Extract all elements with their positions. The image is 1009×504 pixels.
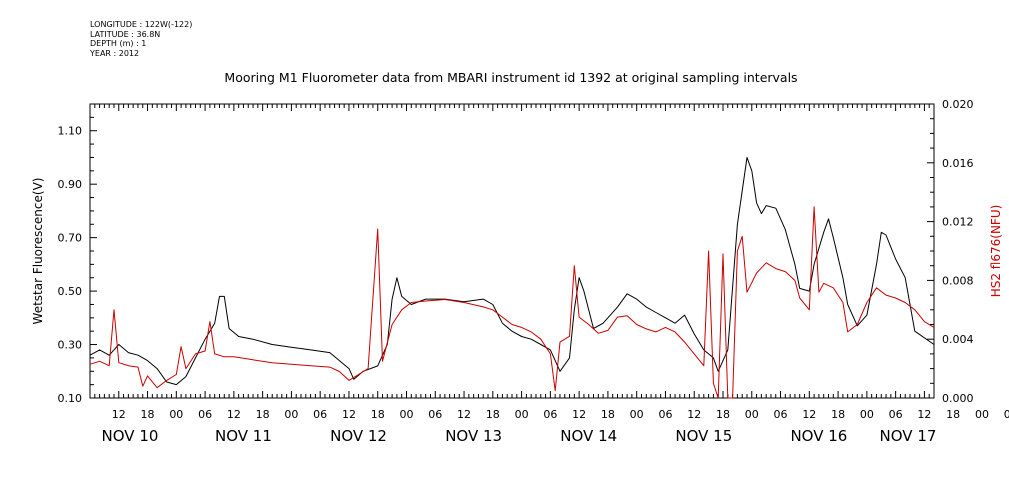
metadata-block: LONGITUDE : 122W(-122) LATITUDE : 36.8N … [90,20,192,58]
x-hour-tick-label: 00 [515,408,529,421]
x-hour-tick-label: 00 [745,408,759,421]
x-hour-tick-label: 18 [716,408,730,421]
y-left-tick-label: 0.50 [58,285,83,298]
x-hour-tick-label: 12 [802,408,816,421]
x-hour-tick-label: 06 [889,408,903,421]
y-left-tick-label: 1.10 [58,125,83,138]
series-layer [89,157,935,399]
x-hour-tick-label: 00 [400,408,414,421]
y-axis-label-right: HS2 fl676(NFU) [989,205,1003,298]
x-hour-tick-label: 18 [831,408,845,421]
y-left-tick-label: 0.90 [58,178,83,191]
y-left-tick-label: 0.30 [58,339,83,352]
x-hour-tick-label: 06 [658,408,672,421]
x-hour-tick-label: 18 [141,408,155,421]
x-hour-tick-label: 12 [457,408,471,421]
y-axis-label-left: Wetstar Fluorescence(V) [31,178,45,325]
x-hour-tick-label: 12 [687,408,701,421]
x-hour-tick-label: 12 [342,408,356,421]
x-hour-tick-label: 00 [630,408,644,421]
x-hour-tick-label: 18 [946,408,960,421]
chart-title: Mooring M1 Fluorometer data from MBARI i… [224,70,797,85]
latitude-label: LATITUDE : 36.8N [90,29,161,39]
x-hour-tick-label: 12 [227,408,241,421]
depth-label: DEPTH (m) : 1 [90,39,147,48]
x-hour-tick-label: 06 [198,408,212,421]
x-hour-tick-label: 18 [371,408,385,421]
x-hour-tick-label: 06 [774,408,788,421]
y-right-tick-label: 0.004 [942,333,974,346]
x-day-label: NOV 12 [330,427,387,445]
x-hour-tick-label: 12 [917,408,931,421]
x-day-label: NOV 10 [102,427,159,445]
x-day-label: NOV 16 [790,427,847,445]
axis-ticks: 12 18 00 06 12 18 00 06 12 18 00 06 12 18 00 06 12 18 00 06… [58,98,1009,445]
y-right-tick-label: 0.000 [942,392,974,405]
y-right-tick-label: 0.008 [942,274,974,287]
series-line-hs2 [89,206,935,399]
longitude-label: LONGITUDE : 122W(-122) [90,20,193,29]
plot-frame [89,103,935,399]
y-left-tick-label: 0.10 [58,392,83,405]
x-day-label: NOV 14 [560,427,617,445]
x-day-label: NOV 17 [880,427,937,445]
x-hour-tick-label: 12 [112,408,126,421]
x-hour-tick-label: 18 [601,408,615,421]
y-right-tick-label: 0.012 [942,216,974,229]
x-hour-tick-label: 00 [284,408,298,421]
x-hour-tick-label: 06 [543,408,557,421]
x-day-label: NOV 13 [445,427,502,445]
x-hour-tick-label: 06 [1004,408,1009,421]
x-hour-tick-label: 18 [256,408,270,421]
x-hour-tick-label: 12 [572,408,586,421]
series-line-wetstar [89,157,935,386]
year-label: YEAR : 2012 [90,48,140,58]
x-day-label: NOV 15 [675,427,732,445]
x-hour-tick-label: 06 [313,408,327,421]
y-right-tick-label: 0.016 [942,157,974,170]
y-left-tick-label: 0.70 [58,232,83,245]
x-hour-tick-label: 00 [860,408,874,421]
x-hour-tick-label: 00 [169,408,183,421]
x-hour-tick-label: 18 [486,408,500,421]
x-day-label: NOV 11 [215,427,272,445]
y-right-tick-label: 0.020 [942,98,974,111]
x-hour-tick-label: 06 [428,408,442,421]
x-hour-tick-label: 00 [975,408,989,421]
